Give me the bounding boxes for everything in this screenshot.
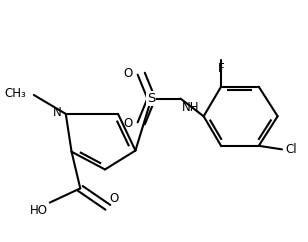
Text: CH₃: CH₃	[5, 87, 26, 100]
Text: O: O	[109, 192, 119, 205]
Text: F: F	[218, 62, 224, 75]
Text: O: O	[123, 67, 132, 80]
Text: N: N	[53, 106, 61, 119]
Text: Cl: Cl	[285, 143, 297, 156]
Text: O: O	[123, 117, 132, 130]
Text: S: S	[147, 92, 156, 105]
Text: HO: HO	[30, 204, 48, 217]
Text: NH: NH	[182, 101, 199, 114]
